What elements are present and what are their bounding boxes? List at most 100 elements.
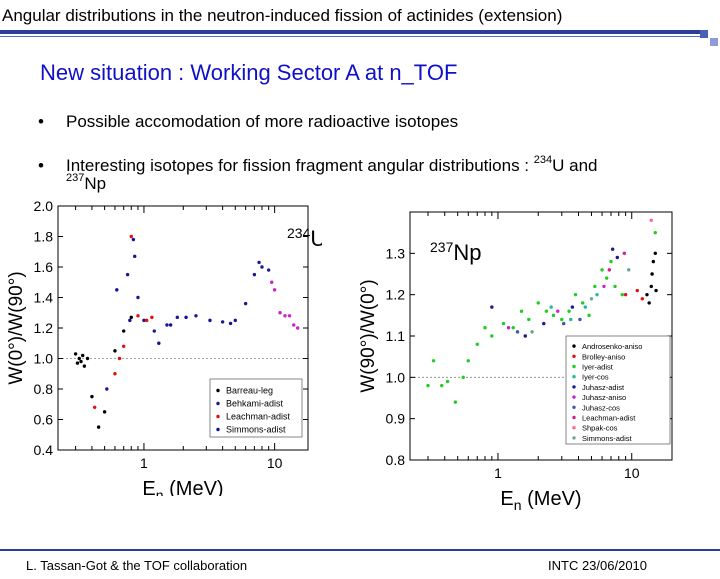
- y-tick-label: 1.3: [386, 245, 406, 261]
- legend-marker: [572, 375, 576, 379]
- data-point: [75, 361, 80, 365]
- isotope-label-symbol: Np: [453, 240, 481, 265]
- data-point: [105, 387, 109, 391]
- isotope-superscript: 237: [66, 172, 85, 184]
- data-point: [593, 284, 597, 289]
- data-point: [651, 259, 656, 264]
- data-point: [620, 292, 624, 297]
- data-point: [647, 301, 651, 305]
- data-point: [551, 313, 556, 318]
- data-point: [649, 284, 653, 289]
- data-point: [175, 315, 180, 320]
- legend-label: Behkami-adist: [226, 399, 284, 409]
- y-tick-label: 1.0: [386, 369, 406, 385]
- x-axis-label-xlabel_unit: (MeV): [522, 488, 582, 510]
- data-point: [461, 375, 465, 380]
- bullet-text: 237Np: [66, 172, 107, 194]
- data-point: [96, 425, 101, 429]
- data-point: [93, 405, 97, 409]
- legend-marker: [572, 395, 576, 399]
- data-point: [125, 272, 130, 277]
- legend-marker: [216, 414, 220, 419]
- header-rule-thin: [0, 36, 700, 37]
- y-tick-label: 0.8: [34, 381, 54, 397]
- legend-marker: [572, 415, 576, 420]
- data-point: [650, 272, 654, 276]
- data-point: [515, 330, 520, 334]
- y-tick-label: 0.4: [34, 442, 54, 458]
- data-point: [113, 349, 117, 353]
- data-point: [152, 329, 156, 333]
- data-point: [142, 318, 146, 323]
- data-point: [570, 305, 575, 309]
- data-point: [102, 410, 107, 414]
- data-point: [622, 251, 627, 256]
- data-point: [581, 301, 585, 305]
- data-point: [431, 359, 436, 363]
- legend-label: Juhasz-aniso: [582, 393, 626, 402]
- data-point: [150, 315, 154, 320]
- data-point: [600, 268, 604, 272]
- data-point: [131, 237, 136, 242]
- bullet-text-part: Np: [84, 174, 107, 193]
- legend-marker: [216, 388, 220, 393]
- bullet-text: Possible accomodation of more radioactiv…: [66, 112, 459, 131]
- data-point: [536, 301, 540, 305]
- data-point: [595, 292, 599, 297]
- data-point: [257, 260, 261, 265]
- data-point: [501, 321, 506, 326]
- y-axis-label: W(90°)/W(0°): [358, 279, 379, 392]
- isotope-label: 237Np: [430, 239, 481, 265]
- legend-label: Simmons-adist: [226, 425, 286, 435]
- data-point: [645, 292, 649, 297]
- data-point: [145, 318, 149, 323]
- footer-date: INTC 23/06/2010: [548, 558, 648, 573]
- y-tick-label: 1.0: [34, 351, 54, 367]
- legend-box: [209, 378, 303, 438]
- data-point: [136, 295, 140, 300]
- legend-marker: [572, 344, 576, 348]
- data-point: [561, 321, 566, 326]
- isotope-superscript: 234: [533, 154, 553, 166]
- legend-marker: [572, 436, 576, 440]
- data-point: [129, 315, 133, 320]
- data-point: [544, 309, 549, 313]
- x-axis-label: En (MeV): [142, 478, 223, 496]
- bullet-text: Interesting isotopes for fission fragmen…: [66, 154, 597, 176]
- data-point: [165, 323, 169, 327]
- isotope-label-symbol: U: [310, 226, 322, 251]
- data-point: [587, 313, 591, 318]
- legend-marker: [216, 427, 220, 432]
- data-point: [556, 309, 560, 313]
- data-point: [243, 301, 248, 306]
- data-point: [133, 254, 137, 259]
- y-tick-label: 1.2: [386, 287, 406, 303]
- data-point: [578, 317, 582, 322]
- data-point: [113, 372, 117, 376]
- data-point: [121, 344, 126, 348]
- x-tick-label: 10: [624, 465, 640, 481]
- data-point: [640, 297, 645, 301]
- data-point: [260, 265, 264, 269]
- data-point: [208, 318, 212, 323]
- data-point: [79, 359, 83, 364]
- data-point: [519, 309, 524, 313]
- data-point: [635, 288, 639, 293]
- data-point: [270, 280, 274, 284]
- data-point: [136, 314, 140, 318]
- data-point: [295, 326, 300, 330]
- corner-square: [710, 38, 718, 46]
- legend-label: Iyer-cos: [582, 373, 609, 382]
- data-point: [609, 259, 613, 264]
- isotope-label-mass: 237: [430, 239, 454, 255]
- data-point: [653, 230, 657, 235]
- legend-box: [565, 335, 671, 445]
- data-point: [287, 314, 292, 318]
- header-rule: [0, 30, 700, 34]
- data-point: [81, 353, 85, 358]
- data-point: [168, 323, 173, 327]
- data-point: [511, 326, 515, 330]
- data-point: [85, 356, 90, 361]
- data-point: [73, 352, 78, 356]
- data-point: [157, 341, 161, 345]
